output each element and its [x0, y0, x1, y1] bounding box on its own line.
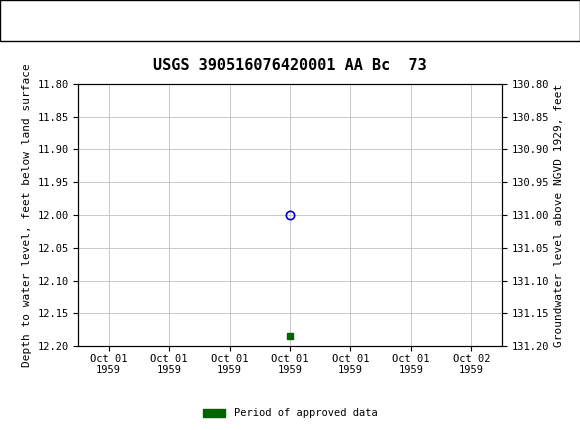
Legend: Period of approved data: Period of approved data — [198, 404, 382, 423]
Y-axis label: Groundwater level above NGVD 1929, feet: Groundwater level above NGVD 1929, feet — [554, 83, 564, 347]
Text: ≈USGS: ≈USGS — [9, 11, 79, 29]
Text: USGS 390516076420001 AA Bc  73: USGS 390516076420001 AA Bc 73 — [153, 58, 427, 73]
Y-axis label: Depth to water level, feet below land surface: Depth to water level, feet below land su… — [22, 63, 32, 367]
